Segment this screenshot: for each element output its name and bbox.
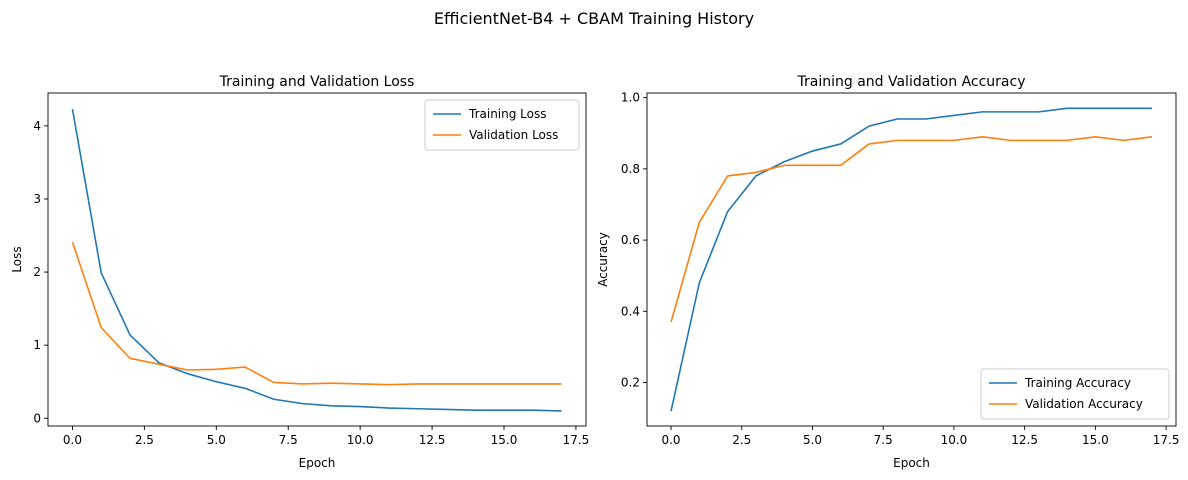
x-tick-label: 5.0 xyxy=(803,433,822,447)
x-tick-label: 15.0 xyxy=(491,433,518,447)
x-tick-label: 5.0 xyxy=(207,433,226,447)
y-tick-label: 1 xyxy=(33,338,41,352)
y-axis-label: Accuracy xyxy=(596,232,610,287)
x-tick-label: 0.0 xyxy=(63,433,82,447)
y-tick-label: 0.8 xyxy=(621,162,640,176)
x-tick-label: 12.5 xyxy=(419,433,446,447)
series-line-1 xyxy=(670,136,1153,323)
series-line-0 xyxy=(71,108,562,412)
series-line-1 xyxy=(71,241,562,386)
x-tick-label: 10.0 xyxy=(347,433,374,447)
x-axis-label: Epoch xyxy=(893,456,930,470)
y-tick-label: 4 xyxy=(33,119,41,133)
x-tick-label: 17.5 xyxy=(1153,433,1180,447)
y-tick-label: 0.6 xyxy=(621,233,640,247)
x-tick-label: 2.5 xyxy=(732,433,751,447)
series-line-0 xyxy=(670,107,1152,412)
y-axis-label: Loss xyxy=(10,246,24,272)
chart-title: Training and Validation Loss xyxy=(219,74,415,90)
legend-label-1: Validation Accuracy xyxy=(1025,397,1143,411)
x-tick-label: 7.5 xyxy=(874,433,893,447)
x-tick-label: 10.0 xyxy=(941,433,968,447)
y-tick-label: 1.0 xyxy=(621,91,640,105)
plot-frame xyxy=(646,92,1177,427)
legend: Training Accuracy Validation Accuracy xyxy=(980,368,1170,420)
x-tick-label: 12.5 xyxy=(1011,433,1038,447)
legend: Training Loss Validation Loss xyxy=(424,99,580,151)
accuracy-chart: Training and Validation Accuracy 0.0 2.5 5.… xyxy=(596,74,1179,470)
legend-label-0: Training Accuracy xyxy=(1024,376,1131,390)
y-tick-label: 0.2 xyxy=(621,376,640,390)
x-tick-label: 2.5 xyxy=(135,433,154,447)
loss-chart: Training and Validation Loss 0.0 2.5 5.0 7.5… xyxy=(10,74,589,470)
y-tick-label: 3 xyxy=(33,192,41,206)
legend-box xyxy=(424,99,580,151)
plot-frame xyxy=(47,92,587,427)
y-tick-label: 0 xyxy=(33,411,41,425)
x-axis-label: Epoch xyxy=(299,456,336,470)
x-tick-label: 7.5 xyxy=(279,433,298,447)
legend-box xyxy=(980,368,1170,420)
figure-suptitle: EfficientNet-B4 + CBAM Training History xyxy=(434,9,754,28)
y-tick-label: 0.4 xyxy=(621,304,640,318)
x-tick-label: 17.5 xyxy=(563,433,590,447)
y-tick-label: 2 xyxy=(33,265,41,279)
x-tick-label: 0.0 xyxy=(661,433,680,447)
x-tick-label: 15.0 xyxy=(1082,433,1109,447)
chart-title: Training and Validation Accuracy xyxy=(797,74,1026,90)
legend-label-0: Training Loss xyxy=(468,107,546,121)
legend-label-1: Validation Loss xyxy=(469,128,558,142)
